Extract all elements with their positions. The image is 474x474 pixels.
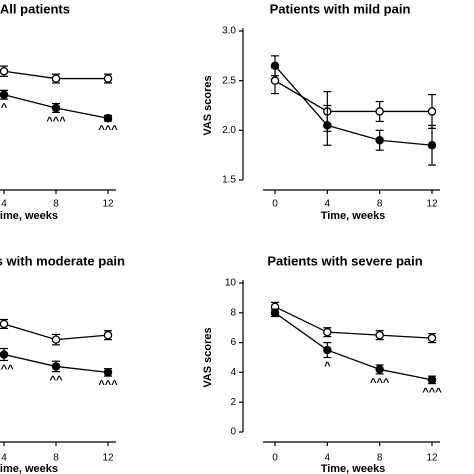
- y-tick-label: 2.0: [222, 125, 236, 136]
- point: [270, 76, 280, 85]
- x-tick-label: 0: [272, 199, 278, 210]
- series-line: [274, 312, 433, 381]
- y-axis-label: VAS scores: [202, 327, 214, 387]
- y-tick-label: 8: [230, 307, 236, 318]
- x-tick-label: 12: [426, 199, 438, 210]
- x-axis-label: Time, weeks: [0, 210, 58, 222]
- x-tick-label: 4: [1, 453, 7, 464]
- point: [103, 368, 113, 377]
- point: [103, 74, 113, 83]
- x-tick-label: 4: [1, 199, 7, 210]
- annotation: ^^^: [370, 377, 390, 389]
- x-tick-label: 8: [377, 199, 383, 210]
- annotation: ^^: [50, 375, 63, 387]
- y-tick-label: 10: [225, 278, 237, 289]
- x-tick-label: 12: [426, 453, 438, 464]
- x-tick-label: 4: [325, 453, 331, 464]
- y-tick-label: 1.5: [222, 175, 236, 186]
- point: [375, 107, 384, 116]
- y-tick-label: 2.5: [222, 75, 236, 86]
- point: [0, 319, 9, 329]
- x-axis-label: Time, weeks: [0, 463, 58, 474]
- y-tick-label: 3.0: [222, 26, 236, 37]
- x-tick-label: 12: [102, 199, 114, 210]
- annotation: ^: [324, 360, 331, 372]
- point: [51, 335, 61, 344]
- point: [323, 327, 332, 337]
- annotation: ^^^: [98, 379, 118, 391]
- chart-title: All patients: [0, 1, 70, 16]
- point: [427, 140, 437, 150]
- series-line: [274, 306, 433, 339]
- y-tick-label: 6: [230, 337, 236, 348]
- y-tick-label: 0: [230, 427, 236, 438]
- annotation: ^^^: [0, 363, 14, 375]
- y-axis-label: VAS scores: [202, 75, 214, 135]
- x-axis-label: Time, weeks: [321, 210, 386, 222]
- x-axis-label: Time, weeks: [321, 463, 386, 474]
- annotation: ^^^: [98, 124, 118, 136]
- point: [103, 114, 113, 123]
- point: [270, 308, 280, 318]
- point: [375, 365, 384, 374]
- chart-title: Patients with mild pain: [270, 1, 411, 16]
- point: [427, 107, 437, 116]
- chart-title: Patients with severe pain: [267, 253, 422, 268]
- x-tick-label: 12: [102, 453, 114, 464]
- point: [0, 350, 9, 359]
- point: [51, 103, 61, 113]
- x-tick-label: 0: [272, 453, 278, 464]
- y-tick-label: 4: [230, 367, 236, 378]
- point: [0, 90, 9, 99]
- y-tick-label: 2: [230, 397, 236, 408]
- series-line: [274, 65, 433, 146]
- series-line: [274, 80, 432, 113]
- annotation: ^^^: [46, 115, 66, 127]
- point: [323, 121, 332, 130]
- x-tick-label: 8: [53, 453, 59, 464]
- chart-title: Patients with moderate pain: [0, 253, 125, 268]
- x-tick-label: 4: [325, 199, 331, 210]
- point: [270, 61, 280, 71]
- point: [427, 333, 437, 343]
- point: [103, 330, 113, 340]
- point: [0, 66, 9, 76]
- annotation: ^: [1, 102, 8, 114]
- x-tick-label: 8: [53, 199, 59, 210]
- point: [323, 345, 332, 355]
- point: [51, 74, 61, 83]
- point: [427, 375, 437, 385]
- annotation: ^^^: [422, 386, 442, 398]
- point: [375, 330, 384, 340]
- point: [51, 362, 61, 371]
- point: [375, 136, 384, 145]
- x-tick-label: 8: [377, 453, 383, 464]
